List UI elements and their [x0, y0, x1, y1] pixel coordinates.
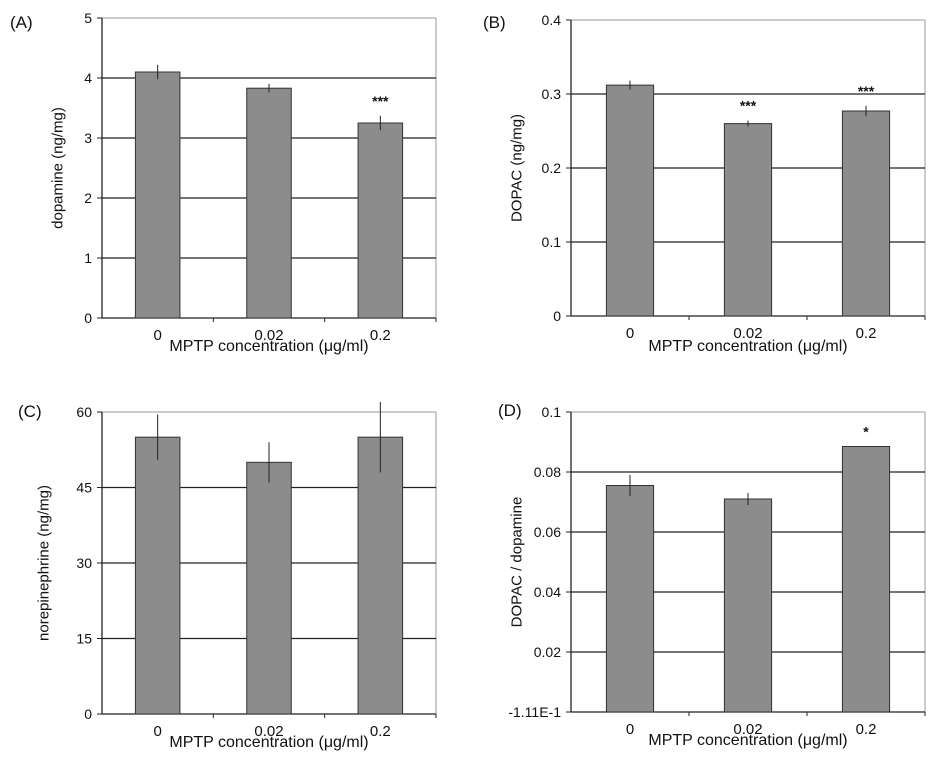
- y-tick-label: 0: [84, 310, 92, 326]
- y-tick-label: 0.4: [542, 12, 562, 28]
- x-axis-label: MPTP concentration (μg/ml): [648, 338, 848, 355]
- y-tick-label: 60: [76, 404, 92, 420]
- bar: [246, 461, 292, 715]
- x-tick-label: 0.2: [370, 327, 391, 344]
- y-tick-label: 2: [84, 190, 92, 206]
- x-tick-label: 0.02: [254, 723, 283, 740]
- bar: [605, 84, 655, 317]
- y-tick-label: 15: [76, 631, 92, 647]
- y-tick-label: 45: [76, 480, 92, 496]
- significance-marker: ***: [372, 93, 389, 109]
- y-tick-label: 0: [84, 706, 92, 722]
- bar: [246, 87, 292, 319]
- panel-label: (D): [498, 401, 522, 420]
- panel-a: (A) dopamine (ng/mg) 0 1 2 3 4 5 0 0.02 *** 0.2 M…: [0, 0, 465, 384]
- x-tick-label: 0: [626, 721, 634, 738]
- panel-c: (C) norepinephrine (ng/mg) 0 15 30 45 60 0 0.0…: [0, 384, 465, 768]
- x-tick-label: 0.2: [856, 721, 877, 738]
- y-tick-label: 30: [76, 555, 92, 571]
- x-tick-label: 0: [153, 723, 161, 740]
- bar: [723, 498, 773, 713]
- significance-marker: ***: [858, 83, 875, 99]
- x-tick-label: 0: [626, 325, 634, 342]
- y-tick-label: 0.1: [542, 404, 562, 420]
- x-tick-label: 0: [153, 327, 161, 344]
- y-tick-label: 3: [84, 130, 92, 146]
- bar-chart: 0 1 2 3 4 5 0 0.02 *** 0.2: [84, 10, 437, 344]
- panel-label: (C): [18, 402, 42, 421]
- x-tick-label: 0.2: [856, 325, 877, 342]
- bar: [841, 110, 891, 317]
- x-axis-label: MPTP concentration (μg/ml): [169, 338, 369, 355]
- bar: [134, 436, 181, 715]
- y-tick-label: 0.04: [534, 584, 561, 600]
- y-tick-label: 1: [84, 250, 92, 266]
- x-tick-label: 0.02: [254, 327, 283, 344]
- x-tick-label: 0.2: [370, 723, 391, 740]
- y-tick-label: 0.3: [542, 86, 562, 102]
- bar-chart: 0 15 30 45 60 0 0.02 0.2: [76, 401, 437, 740]
- bar: [841, 446, 891, 713]
- significance-marker: *: [863, 424, 869, 440]
- bar-chart: 0 0.1 0.2 0.3 0.4 0 *** 0.02 *** 0.2: [542, 12, 926, 342]
- y-tick-label: 0.1: [542, 234, 562, 250]
- x-axis-label: MPTP concentration (μg/ml): [648, 732, 848, 749]
- panel-label: (A): [10, 13, 33, 32]
- y-tick-label: -1.11E-1: [508, 704, 561, 720]
- y-tick-label: 4: [84, 70, 92, 86]
- y-tick-label: 0: [553, 308, 561, 324]
- panel-label: (B): [483, 13, 506, 32]
- bar: [357, 122, 404, 319]
- panel-d: (D) DOPAC / dopamine -1.11E-1 0.02 0.04 0.0…: [465, 384, 930, 768]
- bar: [723, 123, 773, 317]
- y-tick-label: 0.06: [534, 524, 561, 540]
- bar: [134, 71, 181, 319]
- y-tick-label: 0.02: [534, 644, 561, 660]
- x-axis-label: MPTP concentration (μg/ml): [169, 734, 369, 751]
- bar-chart: -1.11E-1 0.02 0.04 0.06 0.08 0.1 0 0.02 * 0.2: [508, 404, 926, 738]
- y-tick-label: 5: [84, 10, 92, 26]
- y-tick-label: 0.08: [534, 464, 561, 480]
- bar: [605, 485, 655, 713]
- significance-marker: ***: [740, 98, 757, 114]
- y-tick-label: 0.2: [542, 160, 562, 176]
- x-tick-label: 0.02: [733, 721, 762, 738]
- x-tick-label: 0.02: [733, 325, 762, 342]
- panel-b: (B) DOPAC (ng/mg) 0 0.1 0.2 0.3 0.4 0 *** 0.02 *…: [465, 0, 930, 384]
- bar: [357, 436, 404, 715]
